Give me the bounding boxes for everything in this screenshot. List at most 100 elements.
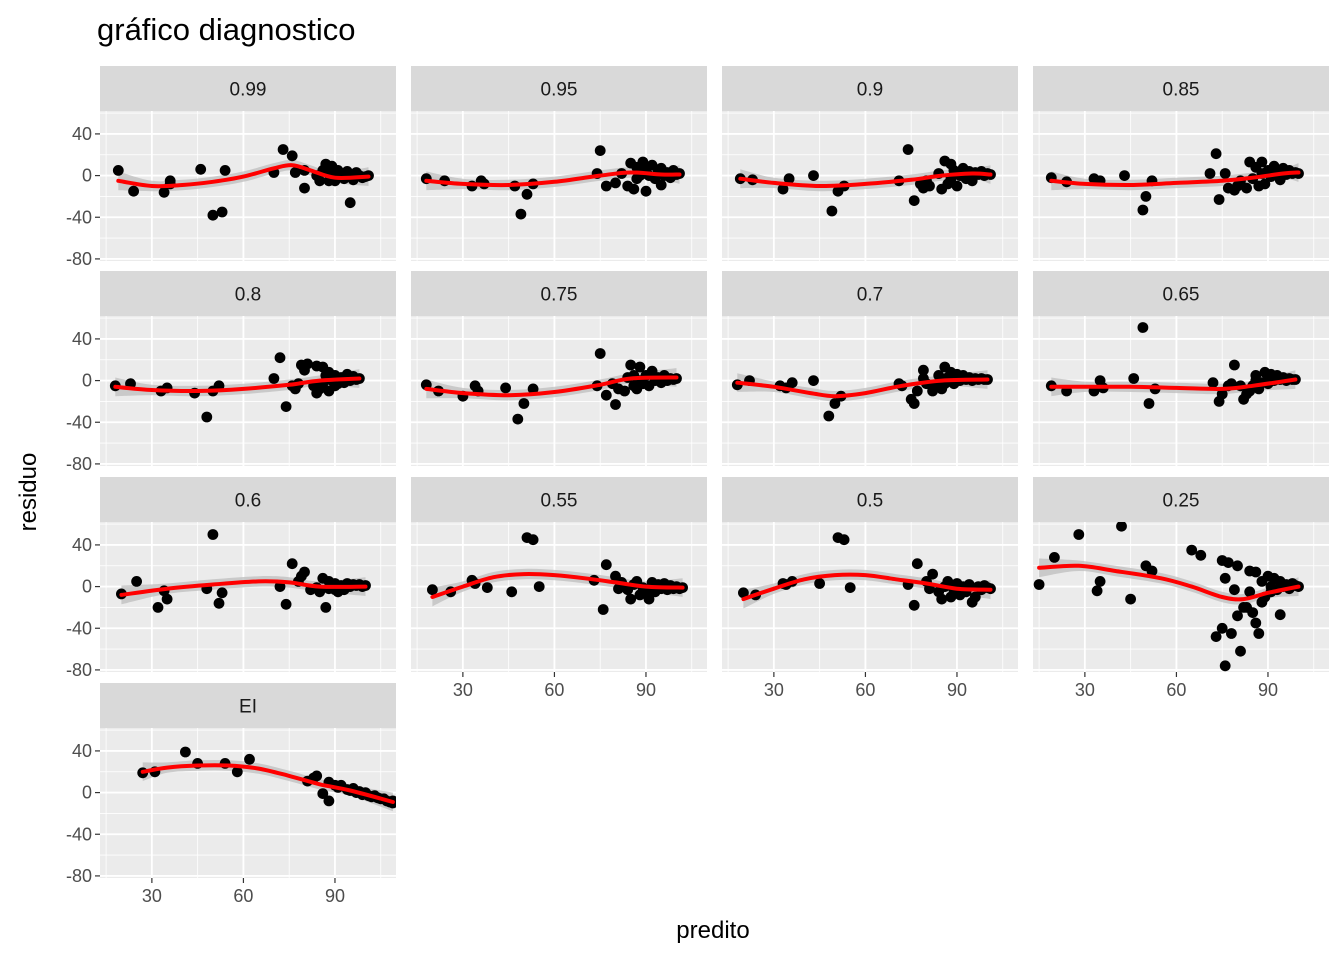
facet-strip bbox=[100, 683, 396, 728]
data-point bbox=[808, 170, 819, 182]
data-point bbox=[640, 185, 652, 197]
x-tick-label: 90 bbox=[636, 680, 656, 700]
data-point bbox=[1094, 576, 1106, 587]
smooth-line bbox=[119, 579, 368, 597]
data-point bbox=[610, 177, 621, 189]
data-point bbox=[1033, 579, 1045, 590]
facet-strip bbox=[722, 477, 1018, 522]
data-point bbox=[786, 377, 798, 389]
facet-strip bbox=[1033, 271, 1329, 316]
facet-panel: 0.9 bbox=[722, 66, 1018, 261]
data-point bbox=[158, 186, 170, 198]
y-tick-label: 40 bbox=[72, 329, 92, 349]
data-point bbox=[1229, 359, 1240, 371]
facet-panel: 0.85 bbox=[1033, 66, 1329, 261]
data-point bbox=[908, 195, 920, 207]
data-point bbox=[1274, 609, 1286, 621]
confidence-band bbox=[426, 368, 677, 401]
smooth-line bbox=[1049, 170, 1301, 188]
data-point bbox=[161, 593, 173, 605]
facet-strip bbox=[411, 271, 707, 316]
data-point bbox=[783, 173, 795, 185]
facet-strip bbox=[411, 66, 707, 111]
panel-marks bbox=[112, 144, 374, 221]
y-axis-title: residuo bbox=[15, 453, 42, 532]
data-point bbox=[600, 389, 612, 401]
panel-marks bbox=[1033, 522, 1304, 672]
data-point bbox=[634, 361, 646, 373]
smooth-line bbox=[1049, 377, 1298, 391]
data-point bbox=[344, 197, 356, 209]
x-tick-label: 30 bbox=[764, 680, 784, 700]
facet-panel: 0.55 30 60 90 bbox=[411, 477, 707, 700]
data-point bbox=[963, 579, 975, 590]
data-point bbox=[908, 398, 920, 409]
data-point bbox=[1244, 586, 1256, 598]
data-point bbox=[1219, 572, 1231, 584]
data-point bbox=[280, 598, 292, 610]
panel-background bbox=[411, 522, 707, 672]
data-point bbox=[738, 587, 749, 599]
y-tick-label: -80 bbox=[66, 454, 92, 474]
x-tick-label: 30 bbox=[1075, 680, 1095, 700]
panel-background bbox=[722, 522, 1018, 672]
data-point bbox=[918, 364, 929, 376]
data-point bbox=[1116, 522, 1127, 532]
facet-label: 0.8 bbox=[235, 285, 261, 306]
data-point bbox=[594, 145, 606, 157]
data-point bbox=[1137, 322, 1149, 333]
y-tick-label: 40 bbox=[72, 741, 92, 761]
data-point bbox=[1259, 178, 1271, 190]
data-point bbox=[1232, 610, 1243, 622]
data-point bbox=[1250, 617, 1262, 629]
data-point bbox=[533, 581, 545, 592]
panel-marks bbox=[1045, 148, 1304, 216]
data-point bbox=[908, 599, 920, 611]
data-point bbox=[131, 576, 143, 587]
data-point bbox=[655, 179, 667, 191]
facet-label: EI bbox=[239, 697, 257, 718]
smooth-line bbox=[113, 376, 362, 394]
panel-marks bbox=[116, 529, 371, 613]
chart-title: gráfico diagnostico bbox=[97, 12, 356, 47]
data-point bbox=[1250, 370, 1262, 381]
facet-strip bbox=[722, 66, 1018, 111]
data-point bbox=[594, 348, 606, 359]
facet-label: 0.5 bbox=[857, 491, 883, 512]
data-point bbox=[280, 401, 292, 412]
data-point bbox=[1253, 628, 1265, 639]
data-point bbox=[506, 586, 518, 598]
data-point bbox=[1216, 622, 1228, 634]
data-point bbox=[1256, 156, 1268, 168]
data-point bbox=[610, 399, 621, 410]
data-point bbox=[1128, 373, 1140, 384]
x-tick-label: 30 bbox=[453, 680, 473, 700]
data-point bbox=[911, 558, 923, 570]
data-point bbox=[628, 183, 640, 195]
facet-strip bbox=[1033, 477, 1329, 522]
data-point bbox=[951, 180, 963, 192]
data-point bbox=[481, 582, 493, 593]
data-point bbox=[299, 182, 310, 194]
facet-strip bbox=[411, 477, 707, 522]
data-point bbox=[518, 398, 530, 409]
data-point bbox=[1186, 544, 1198, 556]
panel-background bbox=[100, 728, 396, 878]
data-point bbox=[112, 165, 124, 176]
x-axis-title: predito bbox=[676, 917, 749, 944]
data-point bbox=[521, 188, 533, 200]
smooth-line bbox=[735, 377, 990, 399]
panel-marks bbox=[137, 746, 396, 812]
y-tick-label: -40 bbox=[66, 824, 92, 844]
facet-strip bbox=[722, 271, 1018, 316]
data-point bbox=[1146, 565, 1158, 577]
data-point bbox=[777, 183, 789, 195]
data-point bbox=[625, 593, 637, 605]
facet-panel: 0.6 -80 -40 0 40 bbox=[66, 477, 396, 680]
smooth-line bbox=[738, 171, 993, 189]
facet-label: 0.6 bbox=[235, 491, 261, 512]
smooth-line bbox=[116, 163, 371, 189]
panel-marks bbox=[1045, 322, 1301, 409]
data-point bbox=[311, 770, 323, 782]
data-point bbox=[625, 359, 637, 371]
